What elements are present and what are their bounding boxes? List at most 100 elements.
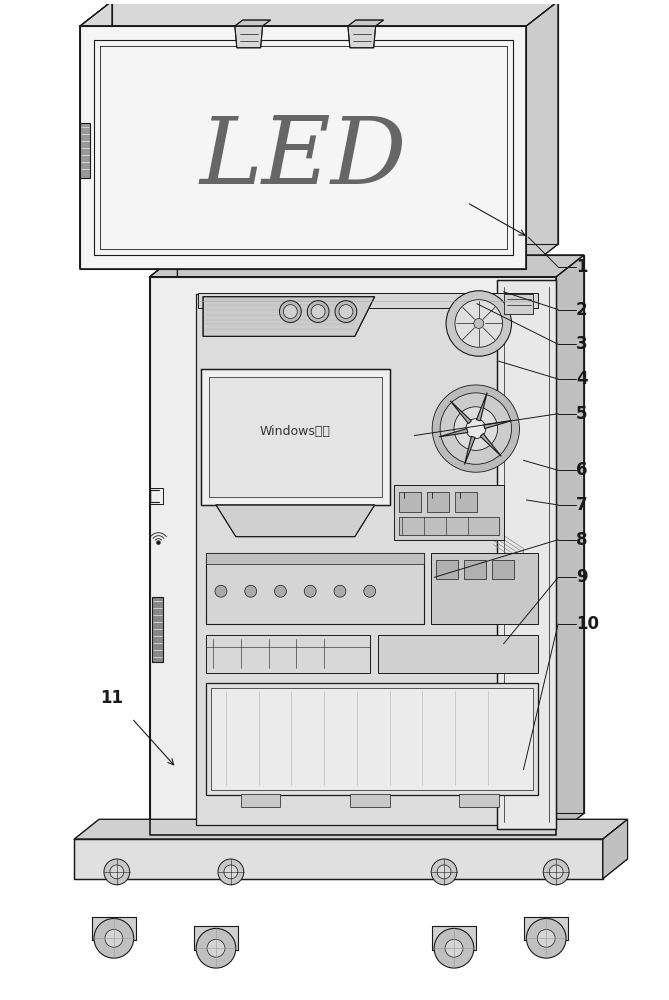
Polygon shape bbox=[432, 926, 476, 950]
Circle shape bbox=[543, 859, 569, 885]
Bar bbox=[427, 492, 449, 512]
Circle shape bbox=[245, 585, 257, 597]
Circle shape bbox=[218, 859, 244, 885]
Text: LED: LED bbox=[199, 113, 407, 203]
Circle shape bbox=[215, 585, 227, 597]
Text: 6: 6 bbox=[576, 461, 587, 479]
Polygon shape bbox=[476, 393, 487, 421]
Polygon shape bbox=[484, 420, 512, 429]
Polygon shape bbox=[74, 819, 628, 839]
Circle shape bbox=[445, 939, 463, 957]
Bar bbox=[80, 123, 90, 178]
Polygon shape bbox=[216, 505, 375, 537]
Bar bbox=[464, 560, 486, 579]
Polygon shape bbox=[196, 294, 539, 825]
Bar bbox=[395, 485, 504, 540]
Circle shape bbox=[434, 928, 474, 968]
Text: 7: 7 bbox=[576, 496, 587, 514]
Circle shape bbox=[364, 585, 376, 597]
Polygon shape bbox=[150, 277, 556, 835]
Polygon shape bbox=[80, 1, 558, 26]
Circle shape bbox=[110, 865, 124, 879]
Circle shape bbox=[537, 929, 555, 947]
Bar bbox=[206, 683, 539, 795]
Polygon shape bbox=[603, 819, 628, 879]
Circle shape bbox=[432, 385, 519, 472]
Circle shape bbox=[334, 585, 346, 597]
Text: 4: 4 bbox=[576, 370, 587, 388]
Bar bbox=[150, 488, 163, 504]
Polygon shape bbox=[527, 1, 558, 269]
Text: 3: 3 bbox=[576, 335, 587, 353]
Bar bbox=[198, 293, 539, 308]
Circle shape bbox=[284, 305, 297, 319]
Polygon shape bbox=[150, 255, 177, 835]
Circle shape bbox=[466, 419, 486, 439]
Polygon shape bbox=[80, 26, 527, 269]
Bar bbox=[209, 377, 381, 497]
Circle shape bbox=[304, 585, 316, 597]
Bar bbox=[455, 492, 477, 512]
Text: 2: 2 bbox=[576, 301, 587, 319]
Polygon shape bbox=[201, 369, 389, 505]
Polygon shape bbox=[112, 1, 558, 244]
Polygon shape bbox=[74, 839, 603, 879]
Bar bbox=[206, 553, 424, 624]
Circle shape bbox=[455, 300, 502, 347]
Polygon shape bbox=[92, 917, 136, 940]
Polygon shape bbox=[556, 255, 584, 835]
Bar bbox=[432, 553, 539, 624]
Polygon shape bbox=[439, 429, 468, 437]
Circle shape bbox=[157, 541, 161, 545]
Bar bbox=[377, 635, 539, 673]
Text: 8: 8 bbox=[576, 531, 587, 549]
Circle shape bbox=[105, 929, 123, 947]
Bar bbox=[436, 560, 458, 579]
Text: Windows屏板: Windows屏板 bbox=[260, 425, 330, 438]
Text: 10: 10 bbox=[576, 615, 599, 633]
Bar bbox=[399, 492, 421, 512]
Text: 1: 1 bbox=[576, 258, 587, 276]
Circle shape bbox=[549, 865, 563, 879]
Bar bbox=[211, 688, 533, 790]
Bar bbox=[399, 517, 498, 535]
Circle shape bbox=[311, 305, 325, 319]
Text: 9: 9 bbox=[576, 568, 587, 586]
Bar bbox=[206, 553, 424, 564]
Polygon shape bbox=[464, 436, 475, 465]
Circle shape bbox=[224, 865, 237, 879]
Circle shape bbox=[474, 319, 484, 328]
Circle shape bbox=[339, 305, 353, 319]
Circle shape bbox=[335, 301, 357, 322]
Polygon shape bbox=[203, 297, 375, 336]
Polygon shape bbox=[80, 1, 112, 269]
Polygon shape bbox=[524, 917, 568, 940]
Polygon shape bbox=[496, 280, 556, 829]
Polygon shape bbox=[348, 26, 376, 48]
Polygon shape bbox=[235, 20, 270, 26]
Circle shape bbox=[196, 928, 236, 968]
Bar bbox=[492, 560, 514, 579]
Circle shape bbox=[274, 585, 286, 597]
Bar bbox=[152, 597, 163, 662]
Polygon shape bbox=[177, 255, 584, 813]
Polygon shape bbox=[194, 926, 237, 950]
Bar bbox=[350, 794, 389, 807]
Circle shape bbox=[207, 939, 225, 957]
Bar bbox=[504, 294, 533, 314]
Polygon shape bbox=[480, 434, 501, 456]
Polygon shape bbox=[150, 255, 584, 277]
Bar bbox=[241, 794, 280, 807]
Text: 5: 5 bbox=[576, 405, 587, 423]
Polygon shape bbox=[450, 401, 472, 424]
Circle shape bbox=[440, 393, 512, 464]
Circle shape bbox=[104, 859, 130, 885]
Polygon shape bbox=[235, 26, 263, 48]
Bar bbox=[206, 635, 370, 673]
Circle shape bbox=[454, 407, 498, 450]
Polygon shape bbox=[348, 20, 383, 26]
Circle shape bbox=[446, 291, 512, 356]
Circle shape bbox=[94, 918, 134, 958]
Bar bbox=[459, 794, 498, 807]
Circle shape bbox=[307, 301, 329, 322]
